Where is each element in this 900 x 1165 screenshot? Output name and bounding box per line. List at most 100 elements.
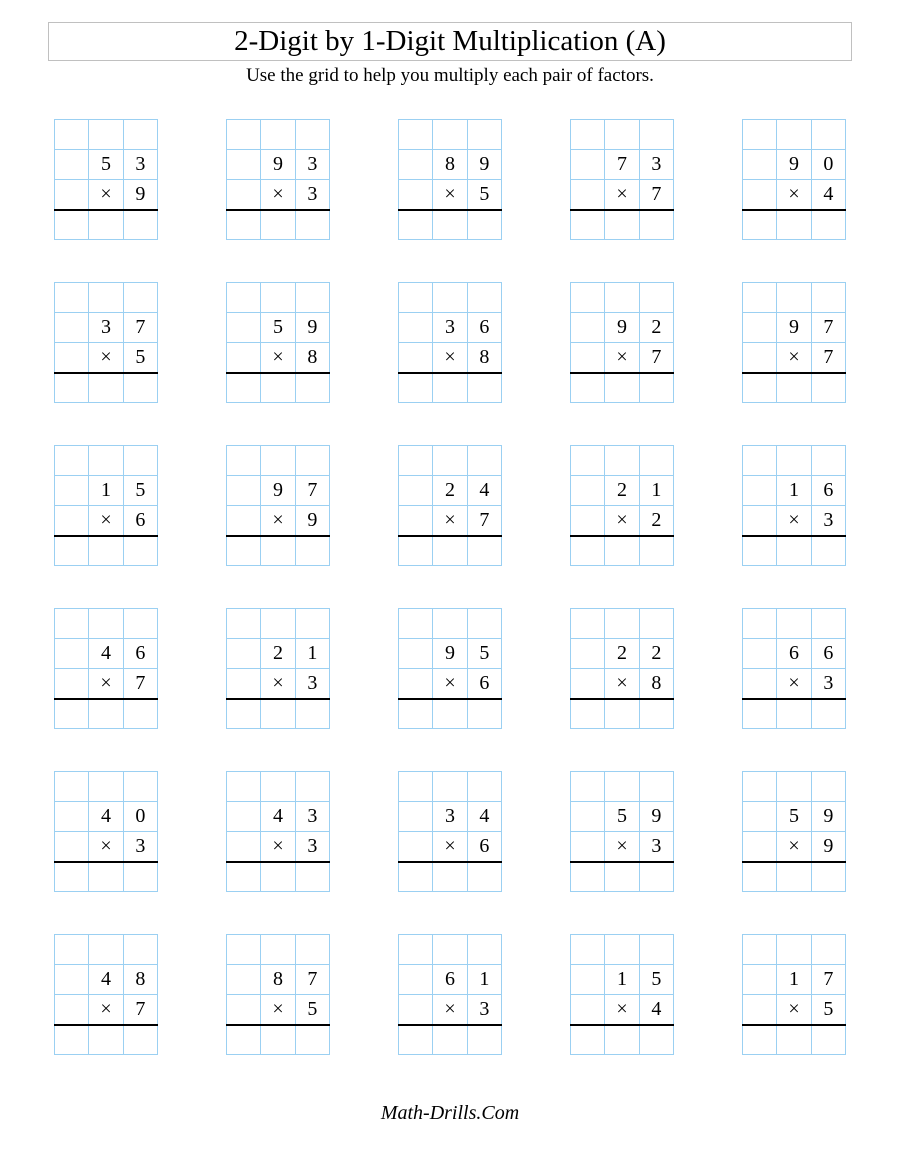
problem: 34×6 bbox=[398, 771, 502, 892]
multiplier-ones: 4 bbox=[639, 995, 673, 1025]
operator-symbol: × bbox=[89, 180, 123, 210]
multiplication-grid: 87×5 bbox=[226, 934, 330, 1055]
multiplicand-ones: 7 bbox=[295, 476, 329, 506]
operator-symbol: × bbox=[777, 832, 811, 862]
multiplier-ones: 7 bbox=[639, 343, 673, 373]
multiplicand-ones: 6 bbox=[811, 476, 845, 506]
multiplier-ones: 7 bbox=[123, 995, 157, 1025]
problem: 66×3 bbox=[742, 608, 846, 729]
multiplicand-tens: 5 bbox=[777, 802, 811, 832]
multiplication-grid: 15×6 bbox=[54, 445, 158, 566]
problem: 73×7 bbox=[570, 119, 674, 240]
multiplicand-tens: 9 bbox=[261, 150, 295, 180]
multiplication-grid: 59×3 bbox=[570, 771, 674, 892]
multiplication-grid: 17×5 bbox=[742, 934, 846, 1055]
multiplier-ones: 9 bbox=[123, 180, 157, 210]
multiplicand-tens: 9 bbox=[605, 313, 639, 343]
multiplication-grid: 59×9 bbox=[742, 771, 846, 892]
multiplicand-tens: 6 bbox=[433, 965, 467, 995]
multiplicand-tens: 4 bbox=[89, 639, 123, 669]
multiplicand-tens: 8 bbox=[261, 965, 295, 995]
multiplicand-ones: 5 bbox=[639, 965, 673, 995]
operator-symbol: × bbox=[605, 669, 639, 699]
multiplicand-tens: 1 bbox=[89, 476, 123, 506]
multiplicand-ones: 5 bbox=[123, 476, 157, 506]
multiplicand-tens: 3 bbox=[433, 802, 467, 832]
multiplication-grid: 97×9 bbox=[226, 445, 330, 566]
multiplication-grid: 43×3 bbox=[226, 771, 330, 892]
multiplicand-ones: 6 bbox=[123, 639, 157, 669]
multiplier-ones: 3 bbox=[811, 506, 845, 536]
problem: 37×5 bbox=[54, 282, 158, 403]
multiplication-grid: 22×8 bbox=[570, 608, 674, 729]
multiplicand-tens: 2 bbox=[605, 476, 639, 506]
operator-symbol: × bbox=[605, 506, 639, 536]
multiplicand-ones: 2 bbox=[639, 639, 673, 669]
multiplier-ones: 4 bbox=[811, 180, 845, 210]
multiplier-ones: 7 bbox=[639, 180, 673, 210]
problem: 15×4 bbox=[570, 934, 674, 1055]
operator-symbol: × bbox=[261, 995, 295, 1025]
multiplicand-ones: 0 bbox=[811, 150, 845, 180]
problem: 36×8 bbox=[398, 282, 502, 403]
operator-symbol: × bbox=[89, 506, 123, 536]
operator-symbol: × bbox=[433, 995, 467, 1025]
multiplication-grid: 24×7 bbox=[398, 445, 502, 566]
multiplicand-ones: 1 bbox=[467, 965, 501, 995]
multiplier-ones: 3 bbox=[811, 669, 845, 699]
multiplier-ones: 5 bbox=[123, 343, 157, 373]
multiplier-ones: 3 bbox=[123, 832, 157, 862]
problem: 59×9 bbox=[742, 771, 846, 892]
page-subtitle: Use the grid to help you multiply each p… bbox=[48, 65, 852, 87]
multiplicand-ones: 3 bbox=[123, 150, 157, 180]
operator-symbol: × bbox=[777, 343, 811, 373]
multiplication-grid: 48×7 bbox=[54, 934, 158, 1055]
multiplier-ones: 6 bbox=[467, 669, 501, 699]
operator-symbol: × bbox=[605, 343, 639, 373]
operator-symbol: × bbox=[777, 506, 811, 536]
multiplication-grid: 34×6 bbox=[398, 771, 502, 892]
multiplicand-ones: 7 bbox=[811, 965, 845, 995]
operator-symbol: × bbox=[433, 832, 467, 862]
multiplier-ones: 5 bbox=[467, 180, 501, 210]
multiplication-grid: 16×3 bbox=[742, 445, 846, 566]
operator-symbol: × bbox=[261, 343, 295, 373]
multiplicand-ones: 3 bbox=[295, 802, 329, 832]
problems-grid: 53×993×389×573×790×437×559×836×892×797×7… bbox=[48, 119, 852, 1055]
title-box: 2-Digit by 1-Digit Multiplication (A) bbox=[48, 22, 852, 61]
operator-symbol: × bbox=[605, 995, 639, 1025]
multiplication-grid: 66×3 bbox=[742, 608, 846, 729]
multiplicand-ones: 4 bbox=[467, 802, 501, 832]
problem: 97×7 bbox=[742, 282, 846, 403]
multiplicand-ones: 1 bbox=[639, 476, 673, 506]
problem: 61×3 bbox=[398, 934, 502, 1055]
multiplication-grid: 37×5 bbox=[54, 282, 158, 403]
operator-symbol: × bbox=[777, 180, 811, 210]
page-title: 2-Digit by 1-Digit Multiplication (A) bbox=[57, 25, 843, 58]
multiplier-ones: 7 bbox=[467, 506, 501, 536]
multiplication-grid: 21×2 bbox=[570, 445, 674, 566]
multiplicand-tens: 7 bbox=[605, 150, 639, 180]
problem: 95×6 bbox=[398, 608, 502, 729]
multiplicand-tens: 4 bbox=[261, 802, 295, 832]
operator-symbol: × bbox=[89, 995, 123, 1025]
operator-symbol: × bbox=[261, 669, 295, 699]
problem: 97×9 bbox=[226, 445, 330, 566]
multiplier-ones: 8 bbox=[295, 343, 329, 373]
problem: 90×4 bbox=[742, 119, 846, 240]
multiplicand-ones: 7 bbox=[123, 313, 157, 343]
multiplicand-ones: 2 bbox=[639, 313, 673, 343]
multiplicand-ones: 9 bbox=[295, 313, 329, 343]
multiplication-grid: 90×4 bbox=[742, 119, 846, 240]
problem: 93×3 bbox=[226, 119, 330, 240]
multiplier-ones: 5 bbox=[295, 995, 329, 1025]
problem: 40×3 bbox=[54, 771, 158, 892]
operator-symbol: × bbox=[433, 506, 467, 536]
multiplication-grid: 73×7 bbox=[570, 119, 674, 240]
problem: 15×6 bbox=[54, 445, 158, 566]
multiplicand-tens: 5 bbox=[89, 150, 123, 180]
multiplicand-tens: 2 bbox=[433, 476, 467, 506]
operator-symbol: × bbox=[89, 669, 123, 699]
operator-symbol: × bbox=[777, 669, 811, 699]
problem: 87×5 bbox=[226, 934, 330, 1055]
